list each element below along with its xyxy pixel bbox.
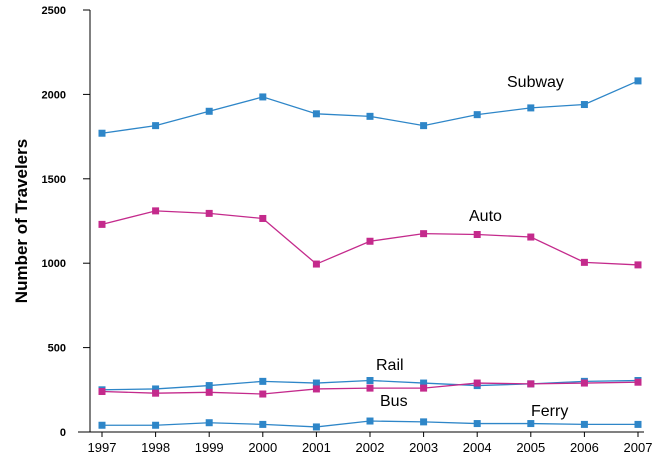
data-point-subway bbox=[98, 129, 106, 137]
series-subway bbox=[98, 77, 642, 137]
data-point-auto bbox=[634, 261, 642, 269]
x-tick-label: 2005 bbox=[516, 440, 545, 455]
data-point-ferry bbox=[366, 417, 374, 425]
series-label-subway: Subway bbox=[507, 74, 564, 91]
data-point-auto bbox=[205, 209, 213, 217]
data-point-ferry bbox=[205, 419, 213, 427]
data-point-rail bbox=[420, 379, 428, 387]
y-tick-label: 1500 bbox=[42, 174, 66, 186]
data-point-ferry bbox=[473, 420, 481, 428]
data-point-subway bbox=[152, 122, 160, 130]
data-point-subway bbox=[366, 112, 374, 120]
series-layer bbox=[98, 77, 642, 431]
data-point-subway bbox=[420, 122, 428, 130]
data-point-bus bbox=[259, 390, 267, 398]
data-point-auto bbox=[152, 207, 160, 215]
data-point-subway bbox=[634, 77, 642, 85]
y-tick-label: 2500 bbox=[42, 5, 66, 17]
series-label-bus: Bus bbox=[380, 393, 408, 410]
data-point-auto bbox=[259, 214, 267, 222]
data-point-bus bbox=[580, 379, 588, 387]
series-label-ferry: Ferry bbox=[531, 403, 568, 420]
x-axis-ticks: 1997 1998 1999 2000 2001 2002 2003 2004 2005 2006… bbox=[88, 432, 653, 455]
x-tick-label: 1998 bbox=[141, 440, 170, 455]
data-point-ferry bbox=[420, 418, 428, 426]
data-point-rail bbox=[152, 385, 160, 393]
data-point-bus bbox=[634, 378, 642, 386]
series-bus bbox=[98, 378, 642, 398]
x-tick-label: 1999 bbox=[195, 440, 224, 455]
x-tick-label: 2007 bbox=[624, 440, 653, 455]
y-tick-label: 500 bbox=[48, 343, 66, 355]
series-auto bbox=[98, 207, 642, 269]
x-tick-label: 2006 bbox=[570, 440, 599, 455]
y-tick-label: 2000 bbox=[42, 89, 66, 101]
x-tick-label: 2003 bbox=[409, 440, 438, 455]
x-tick-label: 1997 bbox=[88, 440, 117, 455]
data-point-bus bbox=[205, 388, 213, 396]
data-point-ferry bbox=[259, 420, 267, 428]
data-point-subway bbox=[473, 111, 481, 119]
series-label-rail: Rail bbox=[376, 357, 404, 374]
data-point-auto bbox=[473, 231, 481, 239]
x-tick-label: 2004 bbox=[463, 440, 492, 455]
data-point-bus bbox=[152, 389, 160, 397]
data-point-rail bbox=[205, 382, 213, 390]
y-tick-label: 1000 bbox=[42, 258, 66, 270]
data-point-auto bbox=[580, 258, 588, 266]
data-point-subway bbox=[527, 104, 535, 112]
data-point-auto bbox=[312, 260, 320, 268]
y-tick-label: 0 bbox=[60, 427, 66, 439]
data-point-ferry bbox=[634, 420, 642, 428]
data-point-ferry bbox=[580, 420, 588, 428]
data-point-rail bbox=[312, 379, 320, 387]
data-point-bus bbox=[366, 384, 374, 392]
y-axis-ticks: 0 500 1000 1500 2000 2500 bbox=[42, 5, 90, 439]
data-point-ferry bbox=[312, 423, 320, 431]
data-point-subway bbox=[259, 93, 267, 101]
data-point-bus bbox=[312, 385, 320, 393]
x-tick-label: 2002 bbox=[356, 440, 385, 455]
data-point-rail bbox=[366, 377, 374, 385]
series-labels: Subway Auto Rail Bus Ferry bbox=[376, 74, 568, 420]
data-point-subway bbox=[580, 101, 588, 109]
data-point-subway bbox=[205, 107, 213, 115]
x-tick-label: 2001 bbox=[302, 440, 331, 455]
series-label-auto: Auto bbox=[469, 208, 502, 225]
series-ferry bbox=[98, 417, 642, 431]
data-point-ferry bbox=[98, 421, 106, 429]
data-point-auto bbox=[98, 220, 106, 228]
data-point-ferry bbox=[527, 420, 535, 428]
data-point-bus bbox=[473, 379, 481, 387]
data-point-bus bbox=[527, 380, 535, 388]
data-point-rail bbox=[259, 377, 267, 385]
data-point-subway bbox=[312, 110, 320, 118]
data-point-auto bbox=[420, 230, 428, 238]
y-axis-title: Number of Travelers bbox=[12, 139, 31, 303]
data-point-auto bbox=[366, 237, 374, 245]
data-point-ferry bbox=[152, 421, 160, 429]
data-point-bus bbox=[98, 387, 106, 395]
data-point-auto bbox=[527, 233, 535, 241]
data-point-bus bbox=[420, 384, 428, 392]
x-tick-label: 2000 bbox=[248, 440, 277, 455]
